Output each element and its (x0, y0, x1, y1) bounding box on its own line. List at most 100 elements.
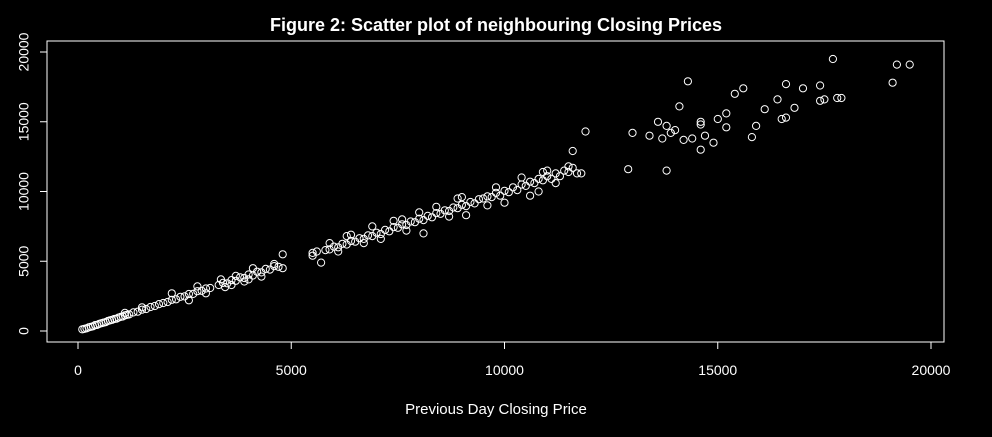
data-point (381, 225, 390, 234)
data-point (184, 289, 193, 299)
data-point (534, 187, 543, 196)
data-point (321, 246, 330, 255)
data-point (184, 296, 193, 305)
data-point (828, 54, 838, 64)
data-point (653, 117, 663, 126)
data-point (504, 188, 513, 197)
data-point (167, 295, 176, 304)
data-point (445, 212, 454, 221)
data-point (624, 165, 633, 174)
data-point (496, 191, 505, 200)
data-point (679, 135, 688, 144)
data-point (325, 245, 334, 254)
data-point (189, 289, 198, 298)
data-point (137, 305, 147, 314)
data-point (193, 287, 202, 296)
data-point (491, 183, 501, 192)
data-point (137, 303, 147, 312)
data-point (368, 222, 377, 231)
data-point (359, 239, 368, 248)
data-point (483, 192, 492, 201)
data-point (419, 216, 428, 225)
data-point (419, 229, 428, 238)
data-point (227, 276, 236, 285)
data-point (449, 203, 458, 212)
data-point (201, 284, 210, 293)
data-point (790, 103, 799, 112)
data-point (163, 297, 172, 307)
data-point (474, 195, 483, 204)
data-point (389, 223, 398, 232)
data-point (500, 186, 509, 195)
data-point (645, 131, 654, 140)
data-point (781, 113, 791, 122)
data-point (159, 298, 168, 308)
data-point (675, 102, 684, 111)
data-point (568, 163, 577, 172)
data-point (500, 198, 509, 207)
data-point (892, 60, 902, 69)
data-point (696, 117, 705, 126)
data-point (568, 146, 577, 156)
data-point (257, 272, 266, 281)
data-point (888, 78, 897, 87)
data-point (462, 202, 471, 211)
x-tick-label: 5000 (276, 362, 307, 378)
data-points (78, 54, 914, 334)
y-tick-label: 10000 (16, 172, 32, 211)
data-point (427, 213, 437, 222)
data-point (201, 289, 210, 298)
data-point (133, 307, 142, 316)
data-point (730, 89, 739, 98)
data-point (572, 169, 582, 178)
data-point (236, 273, 245, 282)
y-axis: 0 5000 10000 15000 20000 (16, 32, 48, 335)
data-point (240, 277, 249, 286)
data-point (227, 280, 236, 290)
data-point (270, 262, 279, 271)
data-point (700, 131, 710, 140)
data-point (577, 169, 586, 178)
data-point (231, 271, 240, 280)
data-point (479, 194, 488, 203)
x-tick-label: 0 (74, 362, 82, 378)
data-point (154, 300, 164, 309)
data-point (752, 121, 761, 131)
data-point (658, 134, 667, 143)
data-point (308, 251, 317, 260)
y-tick-label: 15000 (16, 102, 32, 141)
data-point (216, 275, 225, 284)
data-point (261, 264, 270, 273)
data-point (146, 302, 155, 312)
data-point (278, 264, 287, 273)
data-point (385, 227, 394, 236)
data-point (389, 216, 398, 225)
data-point (530, 179, 539, 188)
data-point (167, 289, 176, 298)
y-tick-label: 20000 (16, 32, 32, 71)
data-point (129, 308, 138, 317)
data-point (773, 95, 782, 104)
data-point (415, 214, 424, 223)
data-point (747, 133, 757, 142)
data-point (816, 81, 825, 90)
data-point (713, 114, 722, 124)
data-point (564, 162, 573, 171)
data-point (837, 93, 846, 103)
data-point (696, 120, 705, 129)
data-point (193, 282, 202, 291)
x-tick-label: 10000 (485, 362, 524, 378)
x-axis-label: Previous Day Closing Price (405, 401, 587, 418)
data-point (355, 234, 364, 243)
data-point (688, 134, 697, 143)
data-point (312, 247, 321, 256)
data-point (244, 275, 253, 284)
data-point (777, 114, 786, 124)
data-point (125, 310, 134, 319)
chart-title: Figure 2: Scatter plot of neighbouring C… (270, 15, 722, 35)
data-point (334, 247, 343, 256)
data-point (270, 259, 279, 269)
data-point (798, 84, 808, 93)
data-point (453, 194, 462, 203)
